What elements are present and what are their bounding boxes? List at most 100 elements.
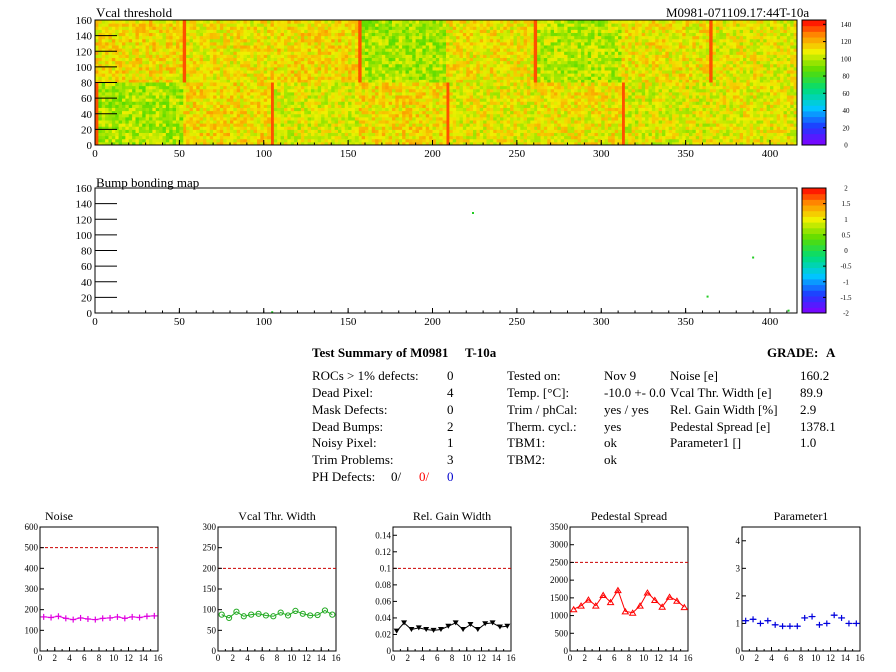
y-tick-label: 60: [81, 261, 93, 273]
x-tick-label: 0: [92, 148, 98, 160]
y-tick-label: 140: [76, 31, 93, 43]
condition-value: ok: [604, 435, 617, 450]
x-tick-label: 250: [509, 148, 526, 160]
colorbar-cell: [802, 88, 826, 95]
plot-title: Vcal Thr. Width: [238, 509, 315, 523]
condition-label: TBM1:: [507, 435, 546, 450]
result-value: 1.0: [800, 435, 817, 450]
x-tick-label: 0: [568, 653, 573, 663]
x-tick-label: 50: [174, 316, 186, 328]
colorbar-cell: [802, 122, 826, 129]
x-tick-label: 14: [669, 653, 679, 663]
condition-value: -10.0 +- 0.0: [604, 385, 666, 400]
data-point: [393, 628, 400, 634]
colorbar-cell: [802, 59, 826, 66]
colorbar-cell: [802, 71, 826, 78]
condition-label: Tested on:: [507, 368, 561, 383]
colorbar-cell: [802, 267, 826, 274]
x-tick-label: 10: [109, 653, 119, 663]
data-point: [665, 593, 674, 600]
data-point: [614, 586, 622, 594]
colorbar-cell: [802, 273, 826, 280]
colorbar-label: 120: [841, 38, 852, 46]
colorbar-cell: [802, 105, 826, 112]
colorbar-label: 0: [844, 142, 848, 150]
data-point: [240, 613, 247, 620]
bump-point: [787, 309, 790, 312]
colorbar-cell: [802, 42, 826, 49]
x-tick-label: 400: [762, 316, 779, 328]
colorbar-cell: [802, 250, 826, 257]
vcal-map-title: Vcal threshold: [96, 5, 173, 20]
colorbar-cell: [802, 82, 826, 89]
x-tick-label: 12: [654, 653, 663, 663]
data-point: [218, 611, 225, 618]
x-tick-label: 12: [302, 653, 311, 663]
x-tick-label: 150: [340, 316, 357, 328]
x-tick-label: 6: [435, 653, 440, 663]
y-tick-label: 250: [203, 543, 217, 553]
plot-frame: [741, 526, 861, 652]
data-point: [504, 623, 511, 629]
colorbar-cell: [802, 239, 826, 246]
colorbar-cell: [802, 261, 826, 269]
data-point: [233, 608, 240, 615]
y-tick-label: 120: [76, 46, 93, 58]
data-point: [292, 607, 299, 615]
result-value: 2.9: [800, 402, 817, 417]
y-tick-label: 300: [25, 584, 39, 594]
defect-label: Mask Defects:: [312, 402, 388, 417]
result-value: 160.2: [800, 368, 830, 383]
condition-label: Trim / phCal:: [507, 402, 578, 417]
y-tick-label: 500: [25, 543, 39, 553]
x-tick-label: 2: [406, 653, 411, 663]
y-tick-label: 0: [387, 646, 392, 656]
y-tick-label: 20: [81, 124, 93, 136]
y-tick-label: 0.08: [375, 580, 391, 590]
data-point: [408, 627, 415, 633]
colorbar-cell: [802, 133, 826, 140]
y-tick-label: 0: [736, 646, 741, 656]
result-value: 89.9: [800, 385, 823, 400]
colorbar-label: 140: [841, 21, 852, 29]
data-point: [284, 612, 292, 619]
colorbar-label: 0: [844, 247, 848, 255]
colorbar-cell: [802, 278, 826, 286]
data-point: [680, 603, 689, 611]
colorbar-cell: [802, 301, 826, 308]
data-point: [496, 624, 503, 630]
x-tick-label: 4: [420, 653, 425, 663]
condition-label: TBM2:: [507, 452, 546, 467]
data-point: [658, 603, 667, 610]
y-tick-label: 100: [76, 62, 93, 74]
x-tick-label: 4: [597, 653, 602, 663]
defect-value: 2: [447, 419, 454, 434]
plot-title: Pedestal Spread: [591, 509, 667, 523]
colorbar-label: -2: [843, 310, 849, 318]
defect-label: Trim Problems:: [312, 452, 394, 467]
data-point: [591, 602, 600, 609]
y-tick-label: 3500: [550, 522, 569, 532]
defect-label: Dead Bumps:: [312, 419, 384, 434]
x-tick-label: 10: [639, 653, 649, 663]
series-line: [221, 609, 333, 619]
plot-frame: [217, 526, 337, 652]
data-point: [437, 627, 444, 633]
data-point: [329, 611, 336, 618]
data-point: [314, 611, 321, 619]
x-tick-label: 14: [492, 653, 502, 663]
roc-plot: [569, 526, 689, 652]
x-tick-label: 6: [260, 653, 265, 663]
defect-value: 1: [447, 435, 454, 450]
data-point: [415, 625, 422, 631]
colorbar-label: 40: [843, 107, 851, 115]
y-tick-label: 140: [76, 199, 93, 211]
data-point: [650, 596, 659, 603]
x-tick-label: 300: [593, 316, 610, 328]
colorbar-cell: [802, 110, 826, 118]
result-label: Rel. Gain Width [%]: [670, 402, 778, 417]
y-tick-label: 0: [87, 140, 93, 152]
y-tick-label: 1500: [550, 593, 569, 603]
data-point: [673, 597, 681, 604]
